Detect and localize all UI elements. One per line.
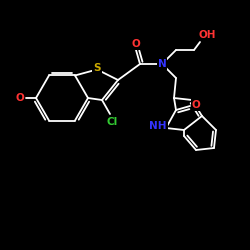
Text: N: N (158, 59, 166, 69)
Text: Cl: Cl (106, 117, 118, 127)
Text: O: O (16, 93, 24, 103)
Text: OH: OH (198, 30, 216, 40)
Text: O: O (192, 100, 200, 110)
Text: NH: NH (149, 121, 167, 131)
Text: S: S (93, 64, 101, 74)
Text: O: O (132, 39, 140, 49)
